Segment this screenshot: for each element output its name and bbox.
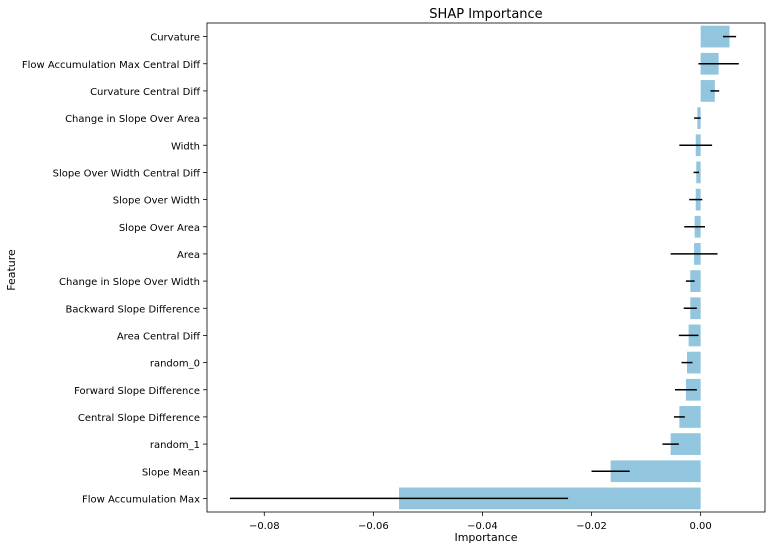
y-tick-label: Curvature Central Diff <box>90 87 201 98</box>
y-tick-label: Backward Slope Difference <box>65 304 200 315</box>
y-tick-label: Width <box>171 141 200 152</box>
y-tick-label: Central Slope Difference <box>78 413 200 424</box>
plot-area: Curvature Flow Accumulation Max Central D… <box>22 22 766 532</box>
y-tick-label: Curvature <box>150 33 200 44</box>
y-tick-label: Slope Over Width <box>113 196 200 207</box>
x-axis-label: Importance <box>454 531 517 544</box>
bar <box>700 80 715 102</box>
axes-frame <box>206 22 766 513</box>
y-tick-label: Change in Slope Over Width <box>59 277 200 288</box>
y-tick-label: Flow Accumulation Max Central Diff <box>22 60 201 71</box>
y-tick-label: Flow Accumulation Max <box>82 494 200 505</box>
y-tick-label: Slope Over Width Central Diff <box>53 168 201 179</box>
bar <box>700 25 730 48</box>
y-tick-label: random_0 <box>150 359 200 370</box>
chart-title: SHAP Importance <box>429 7 542 22</box>
x-tick-label: −0.08 <box>249 521 280 532</box>
y-axis-label: Feature <box>5 249 18 291</box>
x-tick-label: −0.02 <box>576 521 607 532</box>
bar <box>690 270 701 292</box>
x-tick-label: −0.04 <box>467 521 498 532</box>
bar <box>670 433 701 455</box>
y-tick-label: Area <box>177 250 200 261</box>
y-tick-label: Forward Slope Difference <box>74 386 200 397</box>
y-tick-label: Slope Mean <box>142 467 200 478</box>
y-tick-label: random_1 <box>150 440 200 451</box>
x-tick-label: −0.06 <box>358 521 389 532</box>
x-tick-label: 0.00 <box>690 521 712 532</box>
y-tick-label: Area Central Diff <box>117 331 201 342</box>
y-tick-label: Change in Slope Over Area <box>65 114 200 125</box>
y-tick-label: Slope Over Area <box>119 223 200 234</box>
bar <box>687 351 701 374</box>
bar <box>610 460 701 483</box>
bar <box>679 406 701 428</box>
